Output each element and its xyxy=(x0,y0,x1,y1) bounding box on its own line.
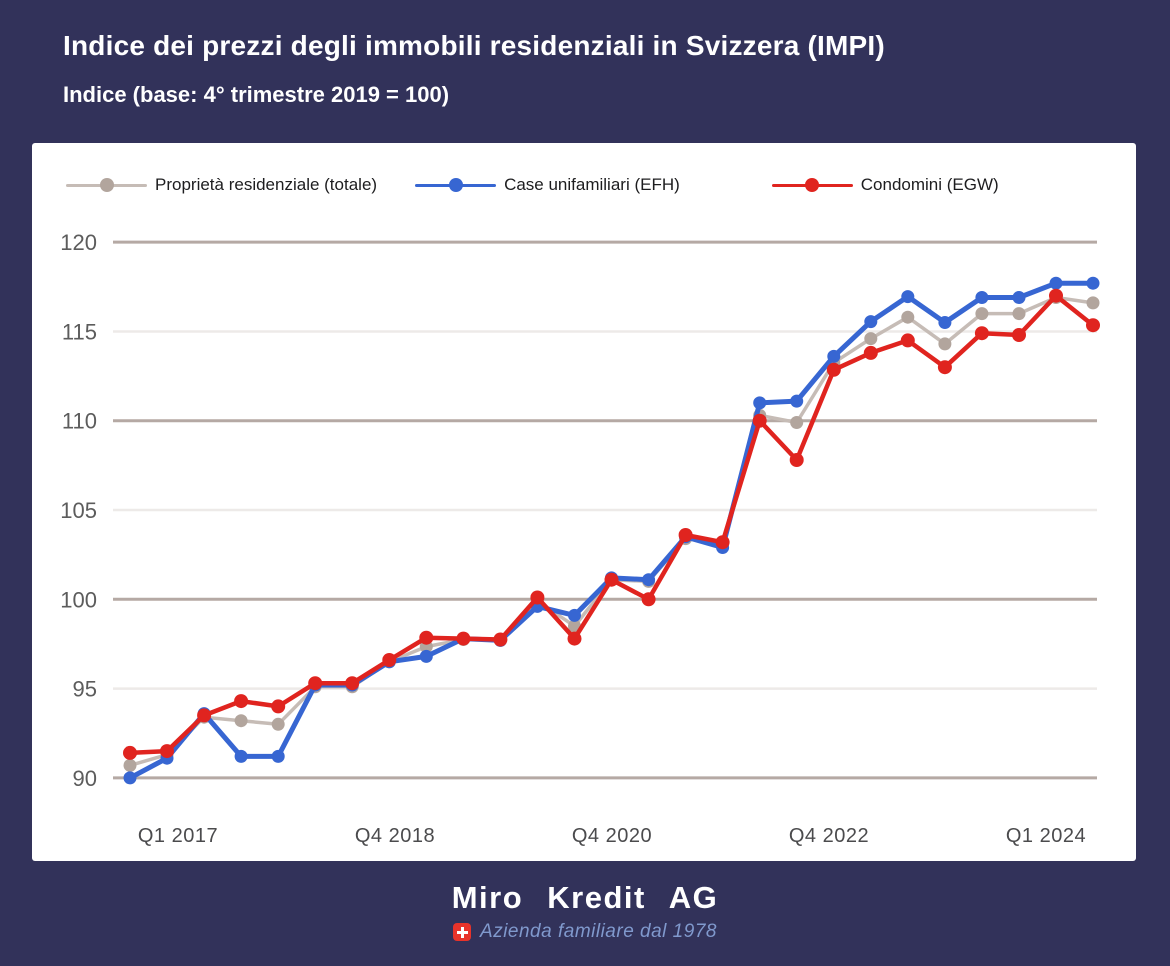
data-point-egw-20 xyxy=(826,362,841,377)
data-point-efh-22 xyxy=(901,290,915,304)
data-point-efh-20 xyxy=(827,349,841,363)
x-tick-label-q4-2018: Q4 2018 xyxy=(355,825,435,847)
data-point-egw-15 xyxy=(641,592,656,607)
legend-dot-totale-icon xyxy=(99,178,114,192)
data-point-egw-22 xyxy=(900,333,915,348)
legend-dot-egw-icon xyxy=(805,178,820,192)
data-point-egw-4 xyxy=(234,694,249,709)
legend-label-efh: Case unifamiliari (EFH) xyxy=(504,175,680,194)
data-point-totale-4 xyxy=(234,714,248,728)
y-tick-label-105: 105 xyxy=(60,498,97,523)
data-point-egw-14 xyxy=(604,572,619,587)
data-point-egw-5 xyxy=(271,699,286,714)
legend-label-egw: Condomini (EGW) xyxy=(860,175,999,194)
data-point-egw-6 xyxy=(308,676,323,691)
brand-tagline: Azienda familiare dal 1978 xyxy=(480,921,717,942)
y-tick-label-110: 110 xyxy=(62,409,97,434)
data-point-efh-19 xyxy=(790,394,804,408)
data-point-egw-19 xyxy=(789,453,804,467)
data-point-efh-27 xyxy=(1086,276,1100,290)
data-point-totale-23 xyxy=(938,337,952,351)
legend-item-totale: Proprietà residenziale (totale) xyxy=(66,175,377,195)
data-point-efh-15 xyxy=(642,573,656,587)
data-point-egw-10 xyxy=(456,631,471,646)
brand-logo: Miro Kredit AG xyxy=(451,880,719,915)
data-point-totale-25 xyxy=(1012,307,1026,321)
data-point-efh-9 xyxy=(419,649,433,663)
legend-item-efh: Case unifamiliari (EFH) xyxy=(415,175,680,195)
data-point-efh-4 xyxy=(234,749,248,763)
data-point-efh-23 xyxy=(938,316,952,329)
data-point-efh-18 xyxy=(753,396,767,410)
data-point-egw-3 xyxy=(197,708,212,723)
data-point-egw-23 xyxy=(937,360,952,375)
y-tick-label-100: 100 xyxy=(60,587,97,612)
data-point-efh-21 xyxy=(864,315,878,329)
data-point-totale-21 xyxy=(864,332,878,346)
y-tick-label-120: 120 xyxy=(60,230,97,255)
legend-marker-totale-icon xyxy=(66,178,147,192)
data-point-egw-26 xyxy=(1049,288,1063,303)
data-point-egw-7 xyxy=(345,676,360,691)
legend-item-egw: Condomini (EGW) xyxy=(771,175,999,195)
x-tick-label-q4-2022: Q4 2022 xyxy=(789,825,869,847)
data-point-egw-21 xyxy=(863,345,878,360)
data-point-egw-2 xyxy=(160,744,174,759)
price-index-line-chart: 90 95 100 105 110 115 120 Q1 2017 Q4 2018 Q4 2020… xyxy=(60,230,1100,847)
data-point-efh-13 xyxy=(568,608,581,622)
y-tick-label-95: 95 xyxy=(73,677,97,702)
page-subtitle: Indice (base: 4° trimestre 2019 = 100) xyxy=(63,82,450,107)
data-point-egw-11 xyxy=(493,632,508,647)
data-point-egw-16 xyxy=(678,528,693,542)
legend-marker-efh-icon xyxy=(415,178,497,192)
data-point-egw-1 xyxy=(123,745,137,760)
brand-tagline-row: Azienda familiare dal 1978 xyxy=(0,921,1170,943)
y-tick-label-90: 90 xyxy=(73,766,97,791)
x-tick-label-q1-2017: Q1 2017 xyxy=(138,825,218,847)
data-point-efh-25 xyxy=(1012,291,1026,304)
data-point-efh-1 xyxy=(123,771,137,785)
data-point-efh-24 xyxy=(975,291,989,304)
data-point-egw-18 xyxy=(752,413,767,428)
data-point-totale-1 xyxy=(123,758,137,772)
chart-legend: Proprietà residenziale (totale) Case uni… xyxy=(66,171,999,199)
data-point-egw-13 xyxy=(567,631,582,646)
chart-card: Proprietà residenziale (totale) Case uni… xyxy=(32,143,1136,861)
x-tick-label-q1-2024: Q1 2024 xyxy=(1006,825,1086,847)
data-point-totale-5 xyxy=(271,717,285,731)
data-point-egw-27 xyxy=(1086,318,1100,333)
data-point-totale-19 xyxy=(790,416,804,429)
data-point-egw-9 xyxy=(419,630,434,645)
data-point-egw-24 xyxy=(974,326,989,341)
swiss-flag-icon xyxy=(453,923,472,941)
data-point-egw-17 xyxy=(715,535,730,550)
y-tick-label-115: 115 xyxy=(62,319,97,344)
legend-marker-egw-icon xyxy=(771,178,853,192)
legend-label-totale: Proprietà residenziale (totale) xyxy=(155,175,378,194)
page-title: Indice dei prezzi degli immobili residen… xyxy=(63,30,885,61)
x-tick-label-q4-2020: Q4 2020 xyxy=(572,825,652,847)
data-point-totale-24 xyxy=(975,307,989,321)
data-point-totale-27 xyxy=(1086,296,1100,310)
data-point-efh-5 xyxy=(271,749,285,763)
data-point-totale-22 xyxy=(901,310,915,324)
data-point-efh-26 xyxy=(1049,276,1063,290)
legend-dot-efh-icon xyxy=(448,178,463,192)
data-point-egw-12 xyxy=(530,590,545,605)
data-point-egw-8 xyxy=(382,653,397,667)
data-point-egw-25 xyxy=(1012,328,1026,342)
